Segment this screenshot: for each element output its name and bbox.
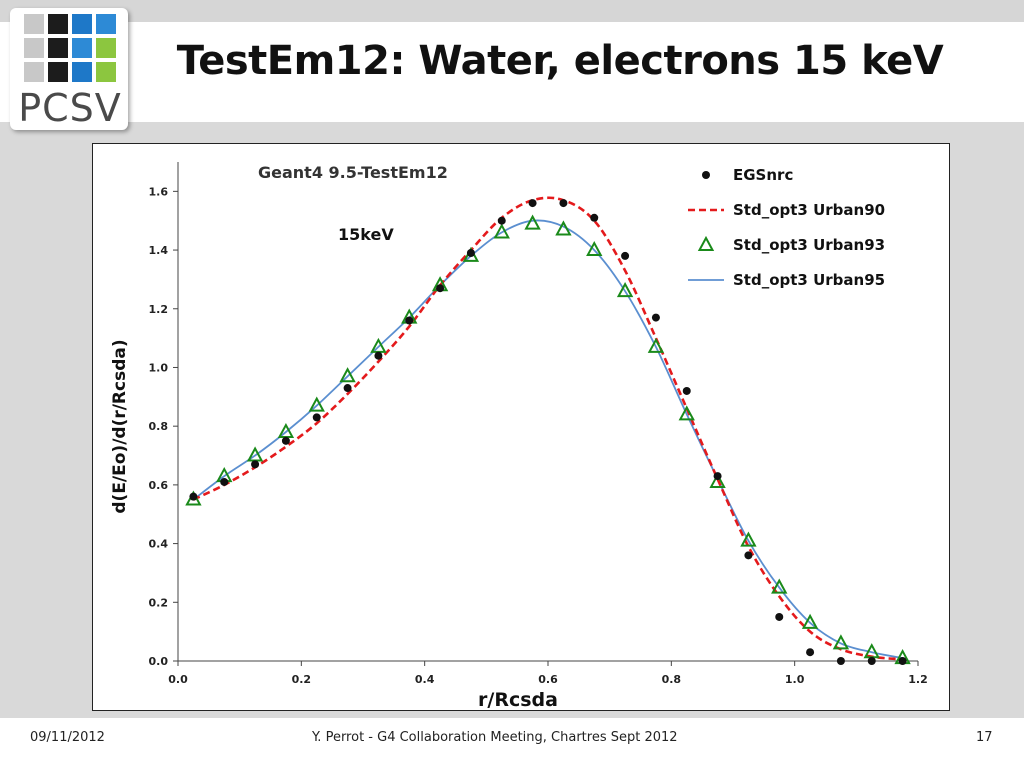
x-tick-label: 0.6 <box>538 673 558 686</box>
series-urban93-point <box>524 214 541 230</box>
series-egsnrc-point <box>651 313 660 322</box>
series-egsnrc-point <box>898 657 907 665</box>
series-egsnrc-point <box>312 413 321 422</box>
footer-date: 09/11/2012 <box>30 730 105 745</box>
legend-swatch-urban93 <box>697 235 715 251</box>
logo-square <box>48 38 68 58</box>
series-egsnrc-point <box>682 386 691 395</box>
slide-title: TestEm12: Water, electrons 15 keV <box>176 38 944 84</box>
chart-annotation: 15keV <box>338 225 394 244</box>
series-egsnrc-point <box>405 316 414 325</box>
logo-square <box>72 14 92 34</box>
footer-band <box>0 718 1024 768</box>
series-urban93-point <box>616 282 634 298</box>
y-tick-label: 0.4 <box>149 538 169 551</box>
series-urban93-point <box>832 634 850 650</box>
logo-square <box>24 62 44 82</box>
logo-text: PCSV <box>18 86 122 130</box>
series-egsnrc-point <box>343 384 352 393</box>
series-egsnrc-point <box>806 648 815 657</box>
x-tick-label: 1.0 <box>785 673 805 686</box>
logo-squares <box>24 14 116 86</box>
logo-square <box>24 38 44 58</box>
series-egsnrc-point <box>497 216 506 225</box>
chart-panel: 0.0 0.2 0.4 0.6 0.8 1.0 1.2 1.4 1.6 0.0 0.2 0.4 0.6 0… <box>92 143 950 711</box>
x-tick-label: 0.4 <box>415 673 435 686</box>
y-tick-label: 1.2 <box>149 303 169 316</box>
logo-square <box>24 14 44 34</box>
logo-square <box>48 62 68 82</box>
series-urban93-point <box>678 405 695 421</box>
series-urban93-point <box>771 578 788 594</box>
header-background <box>0 22 1024 122</box>
legend-entry: EGSnrc <box>733 166 793 184</box>
series-urban93-point <box>740 531 757 547</box>
y-tick-label: 1.0 <box>149 361 169 374</box>
y-tick-label: 0.6 <box>149 479 169 492</box>
logo-square <box>96 38 116 58</box>
y-tick-label: 0.2 <box>149 596 169 609</box>
y-tick-label: 0.8 <box>149 420 169 433</box>
series-egsnrc-point <box>559 199 568 208</box>
footer-credit: Y. Perrot - G4 Collaboration Meeting, Ch… <box>312 730 678 745</box>
series-egsnrc-point <box>466 248 475 257</box>
x-axis-label: r/Rcsda <box>478 689 558 710</box>
series-egsnrc-point <box>744 551 753 560</box>
pcsv-logo: PCSV <box>10 8 128 130</box>
logo-square <box>72 62 92 82</box>
chart: 0.0 0.2 0.4 0.6 0.8 1.0 1.2 1.4 1.6 0.0 0.2 0.4 0.6 0… <box>110 162 928 711</box>
series-urban93-point <box>493 223 510 239</box>
series-egsnrc-point <box>189 492 198 501</box>
legend-entry: Std_opt3 Urban93 <box>733 236 885 254</box>
series-egsnrc-point <box>528 199 537 208</box>
series-egsnrc-point <box>621 251 630 260</box>
series-urban93-point <box>308 396 325 412</box>
legend-entry: Std_opt3 Urban95 <box>733 271 885 289</box>
series-egsnrc-point <box>281 436 290 445</box>
y-tick-label: 1.6 <box>149 185 169 198</box>
series-urban93-point <box>586 240 603 257</box>
x-tick-label: 0.0 <box>168 673 188 686</box>
logo-square <box>96 62 116 82</box>
series-urban95-line <box>192 219 903 659</box>
series-urban90-line <box>192 196 903 661</box>
legend-entry: Std_opt3 Urban90 <box>733 201 885 219</box>
series-egsnrc-point <box>713 472 722 481</box>
x-tick-label: 0.8 <box>662 673 682 686</box>
y-tick-label: 1.4 <box>149 244 169 257</box>
chart-title: Geant4 9.5-TestEm12 <box>258 163 448 182</box>
series-urban93-point <box>339 367 356 383</box>
logo-square <box>96 14 116 34</box>
series-urban93-point <box>709 472 726 488</box>
series-egsnrc-point <box>590 213 599 222</box>
series-urban93-point <box>801 613 819 629</box>
top-band <box>0 0 1024 22</box>
logo-square <box>72 38 92 58</box>
y-tick-label: 0.0 <box>149 655 169 668</box>
series-egsnrc-point <box>374 351 383 360</box>
x-tick-label: 1.2 <box>908 673 928 686</box>
series-egsnrc-point <box>836 657 845 665</box>
series-egsnrc-point <box>867 657 876 665</box>
series-urban93-point <box>647 337 665 353</box>
logo-square <box>48 14 68 34</box>
x-tick-label: 0.2 <box>292 673 312 686</box>
y-axis-label: d(E/Eo)/d(r/Rcsda) <box>110 339 130 513</box>
series-egsnrc-point <box>251 460 260 469</box>
series-egsnrc-point <box>775 612 784 621</box>
legend-swatch-egsnrc <box>702 171 710 179</box>
series-egsnrc-point <box>436 284 445 293</box>
series-egsnrc-point <box>220 477 229 486</box>
series-urban93-point <box>555 220 572 236</box>
footer-page-number: 17 <box>976 730 993 745</box>
